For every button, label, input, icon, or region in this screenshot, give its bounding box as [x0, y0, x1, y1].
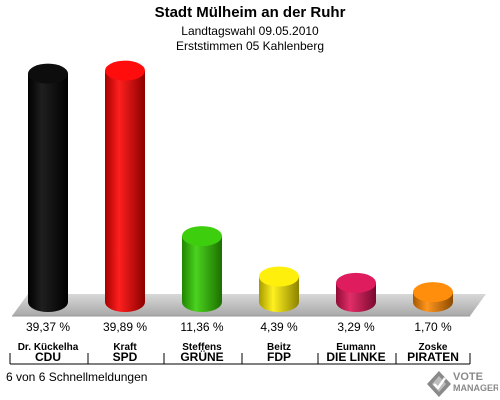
candidate-label: Kraft — [113, 342, 137, 353]
bar-cap — [413, 282, 453, 303]
chart-title: Stadt Mülheim an der Ruhr — [154, 4, 346, 21]
chart-subtitle-district: Erststimmen 05 Kahlenberg — [175, 39, 325, 53]
status-text: 6 von 6 Schnellmeldungen — [6, 370, 148, 384]
bar-body — [259, 276, 299, 312]
vote-manager-logo: VOTE MANAGER — [427, 371, 498, 397]
bar-piraten — [413, 282, 453, 312]
candidate-label: Steffens — [182, 342, 222, 353]
value-label: 39,89 % — [103, 320, 147, 334]
bar-grüne — [182, 226, 222, 312]
bar-cap — [28, 63, 68, 84]
value-label: 11,36 % — [180, 320, 223, 334]
candidate-label: Zoske — [419, 342, 448, 353]
party-label: SPD — [113, 350, 138, 364]
chart-subtitle-election: Landtagswahl 09.05.2010 — [181, 24, 319, 38]
party-label: PIRATEN — [407, 350, 459, 364]
value-label: 39,37 % — [26, 320, 70, 334]
value-label: 1,70 % — [414, 320, 452, 334]
party-label: FDP — [267, 350, 291, 364]
bar-body — [105, 70, 145, 312]
bar-cap — [336, 272, 376, 293]
value-label: 3,29 % — [337, 320, 375, 334]
bar-fdp — [259, 266, 299, 312]
party-label: DIE LINKE — [326, 350, 385, 364]
bar-cap — [259, 266, 299, 287]
bar-spd — [105, 60, 145, 312]
bar-cap — [105, 60, 145, 81]
candidate-label: Eumann — [336, 342, 375, 353]
bar-cap — [182, 226, 222, 247]
candidate-label: Dr. Kückelha — [18, 342, 79, 353]
logo-line2: MANAGER — [453, 383, 498, 393]
party-label: GRÜNE — [180, 349, 223, 364]
bar-die-linke — [336, 272, 376, 312]
ballot-box-icon — [427, 371, 451, 397]
logo-line1: VOTE — [453, 371, 483, 383]
value-label: 4,39 % — [260, 320, 298, 334]
bar-body — [28, 73, 68, 313]
party-label: CDU — [35, 350, 61, 364]
candidate-label: Beitz — [267, 342, 291, 353]
bar-cdu — [28, 63, 68, 313]
bar-body — [182, 236, 222, 312]
